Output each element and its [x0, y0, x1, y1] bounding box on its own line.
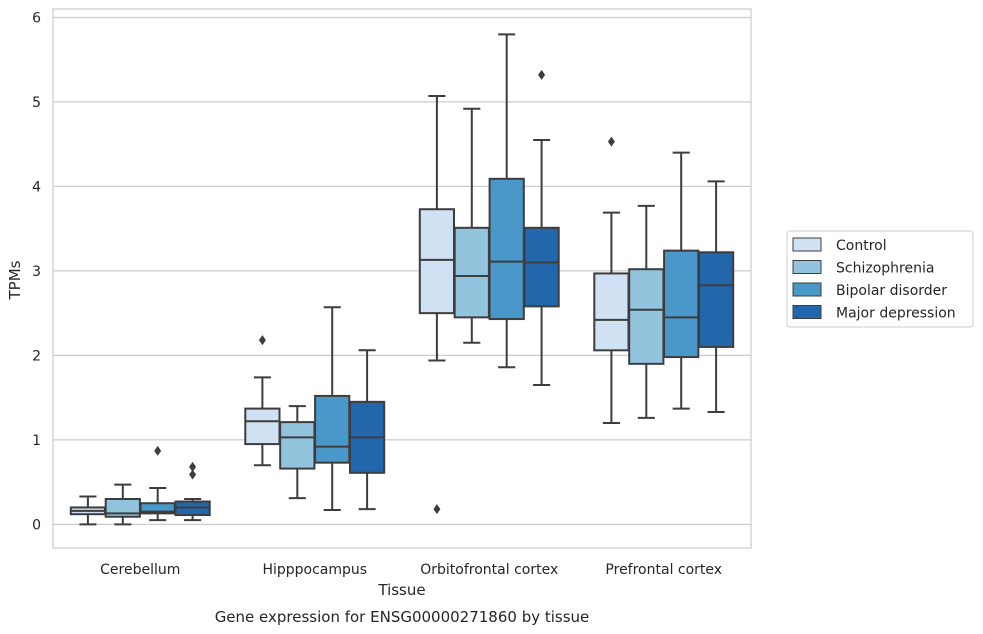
box-orbitofrontal-cortex-schizophrenia: [453, 107, 490, 344]
box-orbitofrontal-cortex-control: [418, 95, 456, 515]
y-axis-ticks: 0 1 2 3 4 5 6: [32, 10, 41, 533]
box-iqr: [628, 268, 665, 365]
x-tick-label-orbitofrontal-cortex: Orbitofrontal cortex: [420, 562, 558, 578]
x-tick-label-cerebellum: Cerebellum: [100, 562, 180, 578]
x-tick-label-prefrontal-cortex: Prefrontal cortex: [605, 562, 722, 578]
x-tick-label-hipppocampus: Hipppocampus: [262, 562, 367, 578]
box-prefrontal-cortex-major-depression: [697, 180, 735, 413]
outlier-point: [258, 335, 266, 346]
y-tick-label: 4: [32, 179, 41, 195]
legend-item-schizophrenia: Schizophrenia: [792, 260, 934, 277]
y-tick-label: 3: [32, 264, 41, 280]
legend-label: Schizophrenia: [836, 261, 934, 277]
box-iqr: [697, 251, 735, 348]
x-axis-label: Tissue: [377, 581, 425, 599]
outlier-point: [189, 469, 197, 480]
legend-label: Bipolar disorder: [836, 283, 947, 299]
outlier-point: [189, 461, 197, 472]
legend-frame: [786, 230, 974, 328]
legend-swatch: [792, 305, 822, 319]
legend-swatch: [792, 282, 822, 297]
y-tick-label: 0: [32, 517, 41, 533]
box-cerebellum-bipolar-disorder: [139, 445, 176, 522]
y-tick-label: 2: [32, 348, 41, 364]
box-hipppocampus-schizophrenia: [279, 405, 316, 500]
legend-item-control: Control: [792, 237, 887, 254]
figure-caption: Gene expression for ENSG00000271860 by t…: [215, 608, 590, 626]
box-cerebellum-major-depression: [174, 461, 211, 522]
gridlines: [53, 16, 751, 525]
box-prefrontal-cortex-control: [593, 136, 630, 424]
legend-swatch: [792, 260, 822, 274]
legend-label: Major depression: [836, 306, 956, 322]
legend-swatch: [792, 237, 822, 252]
box-iqr: [488, 177, 525, 321]
box-prefrontal-cortex-bipolar-disorder: [663, 151, 700, 410]
box-cerebellum-schizophrenia: [104, 483, 141, 526]
plot-area-border: [52, 8, 752, 549]
box-iqr: [593, 272, 630, 352]
box-orbitofrontal-cortex-major-depression: [523, 69, 560, 386]
box-hipppocampus-control: [244, 335, 281, 467]
box-iqr: [314, 394, 351, 464]
outlier-point: [607, 136, 615, 147]
box-iqr: [244, 407, 281, 446]
y-axis-label: TPMs: [6, 260, 24, 300]
y-tick-label: 1: [32, 433, 41, 449]
box-iqr: [663, 249, 700, 359]
legend-label: Control: [836, 238, 887, 254]
legend-item-bipolar-disorder: Bipolar disorder: [792, 282, 947, 299]
box-hipppocampus-major-depression: [348, 349, 386, 511]
outlier-point: [538, 69, 546, 80]
box-layer: [69, 33, 735, 526]
legend: Control Schizophrenia Bipolar disorder Majo…: [786, 230, 974, 328]
box-cerebellum-control: [69, 495, 107, 526]
outlier-point: [154, 445, 162, 456]
box-hipppocampus-bipolar-disorder: [314, 306, 351, 511]
outlier-point: [433, 504, 441, 515]
y-tick-label: 5: [32, 95, 41, 111]
x-axis-ticks: Cerebellum Hipppocampus Orbitofrontal cort…: [100, 562, 722, 578]
box-prefrontal-cortex-schizophrenia: [628, 204, 665, 419]
box-orbitofrontal-cortex-bipolar-disorder: [488, 33, 525, 369]
box-iqr: [453, 226, 490, 319]
y-tick-label: 6: [32, 10, 41, 26]
legend-item-major-depression: Major depression: [792, 305, 956, 322]
box-iqr: [523, 226, 560, 308]
box-iqr: [418, 208, 456, 315]
box-iqr: [279, 421, 316, 470]
